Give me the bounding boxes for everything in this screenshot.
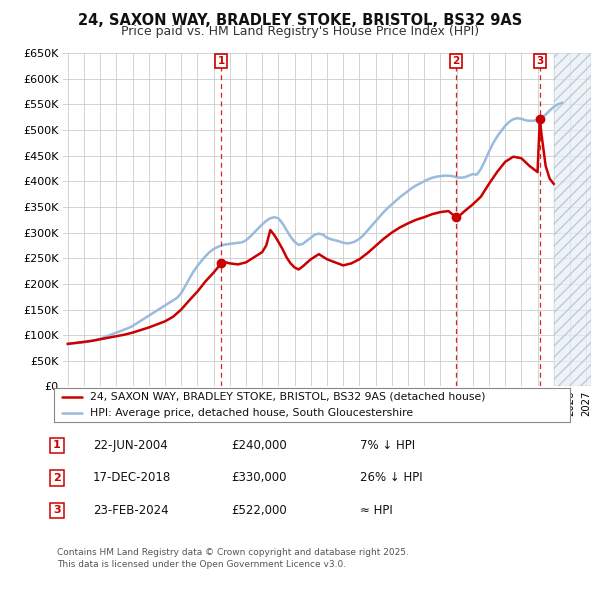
Text: 24, SAXON WAY, BRADLEY STOKE, BRISTOL, BS32 9AS: 24, SAXON WAY, BRADLEY STOKE, BRISTOL, B… xyxy=(78,13,522,28)
Text: £330,000: £330,000 xyxy=(231,471,287,484)
Text: Contains HM Land Registry data © Crown copyright and database right 2025.
This d: Contains HM Land Registry data © Crown c… xyxy=(57,548,409,569)
Text: 3: 3 xyxy=(536,56,544,66)
Text: 22-JUN-2004: 22-JUN-2004 xyxy=(93,439,168,452)
Text: 26% ↓ HPI: 26% ↓ HPI xyxy=(360,471,422,484)
Text: HPI: Average price, detached house, South Gloucestershire: HPI: Average price, detached house, Sout… xyxy=(90,408,413,418)
Text: 17-DEC-2018: 17-DEC-2018 xyxy=(93,471,171,484)
Text: £240,000: £240,000 xyxy=(231,439,287,452)
Text: 1: 1 xyxy=(218,56,225,66)
Text: 2: 2 xyxy=(53,473,61,483)
Text: Price paid vs. HM Land Registry's House Price Index (HPI): Price paid vs. HM Land Registry's House … xyxy=(121,25,479,38)
Text: ≈ HPI: ≈ HPI xyxy=(360,504,393,517)
Text: 7% ↓ HPI: 7% ↓ HPI xyxy=(360,439,415,452)
Text: 24, SAXON WAY, BRADLEY STOKE, BRISTOL, BS32 9AS (detached house): 24, SAXON WAY, BRADLEY STOKE, BRISTOL, B… xyxy=(90,392,485,402)
Text: 2: 2 xyxy=(452,56,460,66)
Text: £522,000: £522,000 xyxy=(231,504,287,517)
Text: 1: 1 xyxy=(53,441,61,450)
Text: 3: 3 xyxy=(53,506,61,515)
Text: 23-FEB-2024: 23-FEB-2024 xyxy=(93,504,169,517)
